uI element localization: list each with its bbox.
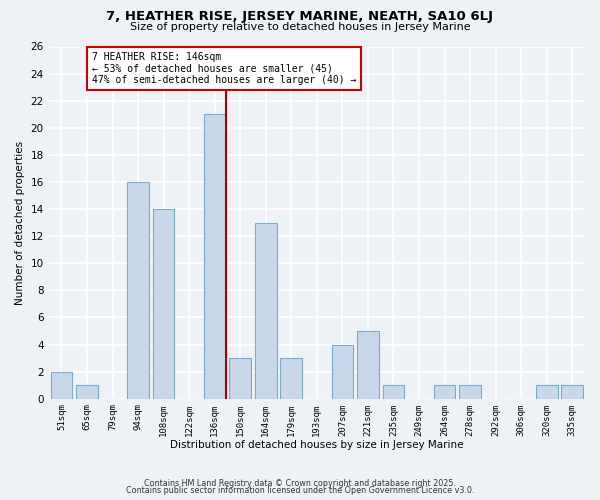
Bar xyxy=(229,358,251,399)
Y-axis label: Number of detached properties: Number of detached properties xyxy=(15,140,25,304)
Bar xyxy=(127,182,149,398)
Text: 7 HEATHER RISE: 146sqm
← 53% of detached houses are smaller (45)
47% of semi-det: 7 HEATHER RISE: 146sqm ← 53% of detached… xyxy=(92,52,356,85)
Bar xyxy=(459,385,481,398)
Text: 7, HEATHER RISE, JERSEY MARINE, NEATH, SA10 6LJ: 7, HEATHER RISE, JERSEY MARINE, NEATH, S… xyxy=(107,10,493,23)
Bar xyxy=(204,114,226,399)
Text: Contains HM Land Registry data © Crown copyright and database right 2025.: Contains HM Land Registry data © Crown c… xyxy=(144,478,456,488)
Bar xyxy=(562,385,583,398)
Bar xyxy=(153,209,175,398)
Bar xyxy=(50,372,72,398)
Bar xyxy=(280,358,302,399)
Bar xyxy=(76,385,98,398)
Text: Contains public sector information licensed under the Open Government Licence v3: Contains public sector information licen… xyxy=(126,486,474,495)
Bar xyxy=(434,385,455,398)
Bar xyxy=(536,385,557,398)
Text: Size of property relative to detached houses in Jersey Marine: Size of property relative to detached ho… xyxy=(130,22,470,32)
Bar xyxy=(357,331,379,398)
X-axis label: Distribution of detached houses by size in Jersey Marine: Distribution of detached houses by size … xyxy=(170,440,464,450)
Bar xyxy=(255,222,277,398)
Bar xyxy=(383,385,404,398)
Bar xyxy=(332,344,353,399)
